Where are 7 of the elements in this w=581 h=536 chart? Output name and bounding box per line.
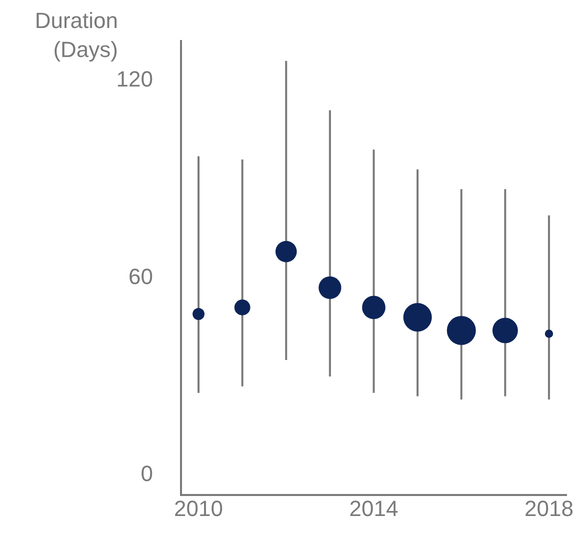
y-tick-label: 60: [128, 264, 153, 289]
x-tick-label: 2014: [349, 496, 398, 522]
x-tick-label: 2010: [174, 496, 223, 522]
y-tick-label: 0: [140, 461, 153, 486]
y-tick-label: 120: [116, 66, 153, 92]
x-tick-label: 2018: [524, 496, 574, 522]
y-axis-title: Duration (Days): [34, 7, 118, 64]
